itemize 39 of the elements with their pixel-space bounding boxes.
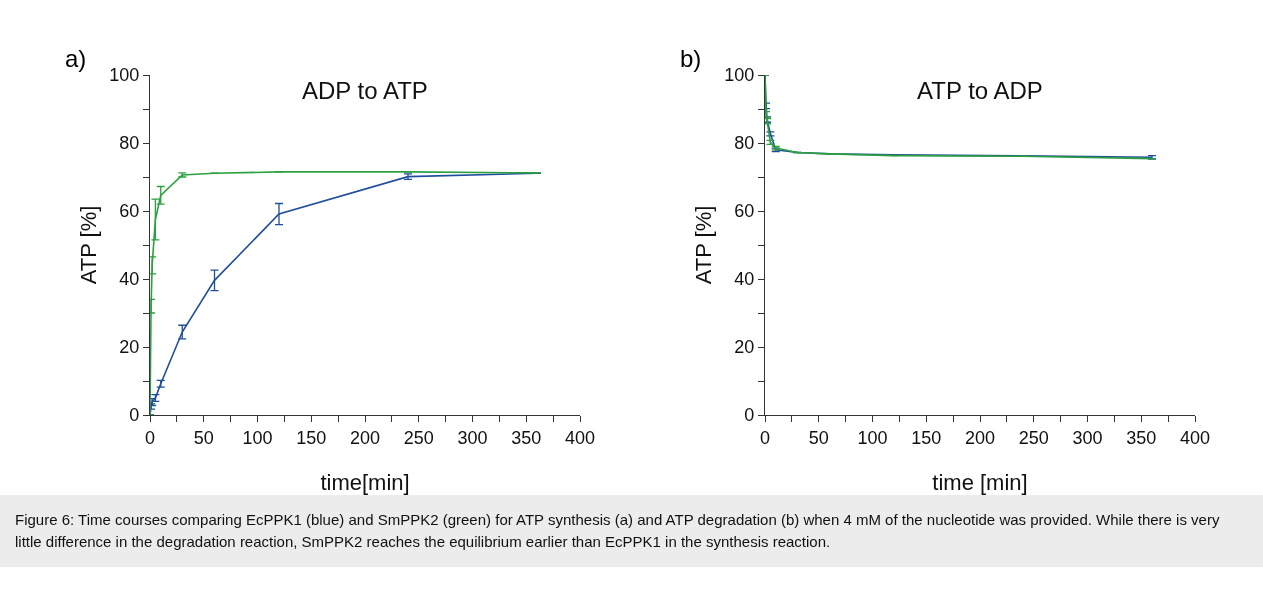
x-axis-title: time [min] (932, 470, 1028, 495)
x-tick-label: 200 (964, 427, 996, 448)
y-tick-label: 100 (109, 65, 140, 86)
x-tick-label: 50 (808, 427, 829, 448)
x-axis-title: time[min] (320, 470, 410, 495)
caption: Figure 6: Time courses comparing EcPPK1 (blue) and SmPPK2 (green) for ATP synthesis (a) and ATP degradation (b) when 4 mM of the nucleotide was provided. While there is very little difference in the degradation reaction, SmPPK2 reaches the equilibrium earlier than EcPPK1 in the synthesis reaction. (0, 495, 1263, 567)
x-tick-label: 350 (511, 427, 542, 448)
x-tick-label: 250 (1018, 427, 1049, 448)
y-axis-title: ATP [%] (690, 205, 716, 285)
x-tick-label: 300 (1072, 427, 1103, 448)
x-tick-label: 400 (564, 427, 596, 448)
x-tick-label: 100 (857, 427, 888, 448)
x-tick-label: 400 (1179, 427, 1211, 448)
x-tick-label: 150 (911, 427, 942, 448)
y-tick-label: 40 (119, 269, 140, 290)
x-tick-label: 50 (193, 427, 214, 448)
y-tick-label: 80 (119, 133, 140, 154)
x-tick-label: 0 (759, 427, 771, 448)
y-axis-title: ATP [%] (75, 205, 101, 285)
y-tick-label: 80 (734, 133, 755, 154)
chart-title: ADP to ATP (302, 77, 428, 104)
x-tick-label: 0 (144, 427, 156, 448)
y-tick-label: 100 (724, 65, 755, 86)
x-tick-label: 200 (349, 427, 381, 448)
x-tick-label: 250 (403, 427, 434, 448)
y-tick-label: 20 (734, 337, 755, 358)
text: a) (65, 45, 87, 73)
x-tick-label: 100 (242, 427, 273, 448)
text: b) (680, 45, 702, 73)
x-tick-label: 150 (296, 427, 327, 448)
y-tick-label: 60 (119, 201, 140, 222)
y-tick-label: 40 (734, 269, 755, 290)
y-tick-label: 20 (119, 337, 140, 358)
y-tick-label: 0 (744, 405, 755, 426)
y-tick-label: 60 (734, 201, 755, 222)
y-tick-label: 0 (129, 405, 140, 426)
x-tick-label: 350 (1126, 427, 1157, 448)
x-tick-label: 300 (457, 427, 488, 448)
chart-title: ATP to ADP (917, 77, 1043, 104)
